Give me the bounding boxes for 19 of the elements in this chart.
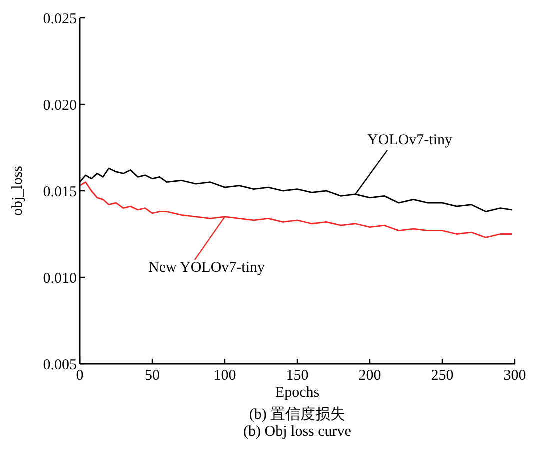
text: (b) Obj loss curve [244, 424, 352, 440]
y-tick-label: 0.015 [43, 184, 77, 200]
x-tick-label: 150 [286, 368, 309, 384]
y-tick-label: 0.020 [43, 98, 77, 114]
x-tick-label: 250 [431, 368, 454, 384]
text: New YOLOv7-tiny [148, 260, 266, 276]
x-tick-label: 100 [214, 368, 236, 384]
y-tick-label: 0.010 [43, 270, 77, 287]
x-tick-label: 0 [76, 368, 84, 384]
text: YOLOv7-tiny [368, 132, 453, 148]
line-series [79, 182, 513, 238]
x-tick-label: 50 [145, 368, 160, 384]
x-axis-title: Epochs [275, 385, 320, 401]
text: (b) 置信度损失 [249, 406, 346, 423]
x-tick-label: 300 [504, 368, 526, 384]
x-tick-label: 200 [358, 368, 382, 384]
y-axis-title: obj_loss [10, 166, 26, 216]
y-tick-label: 0.025 [43, 11, 77, 28]
y-tick-label: 0.005 [43, 357, 77, 374]
